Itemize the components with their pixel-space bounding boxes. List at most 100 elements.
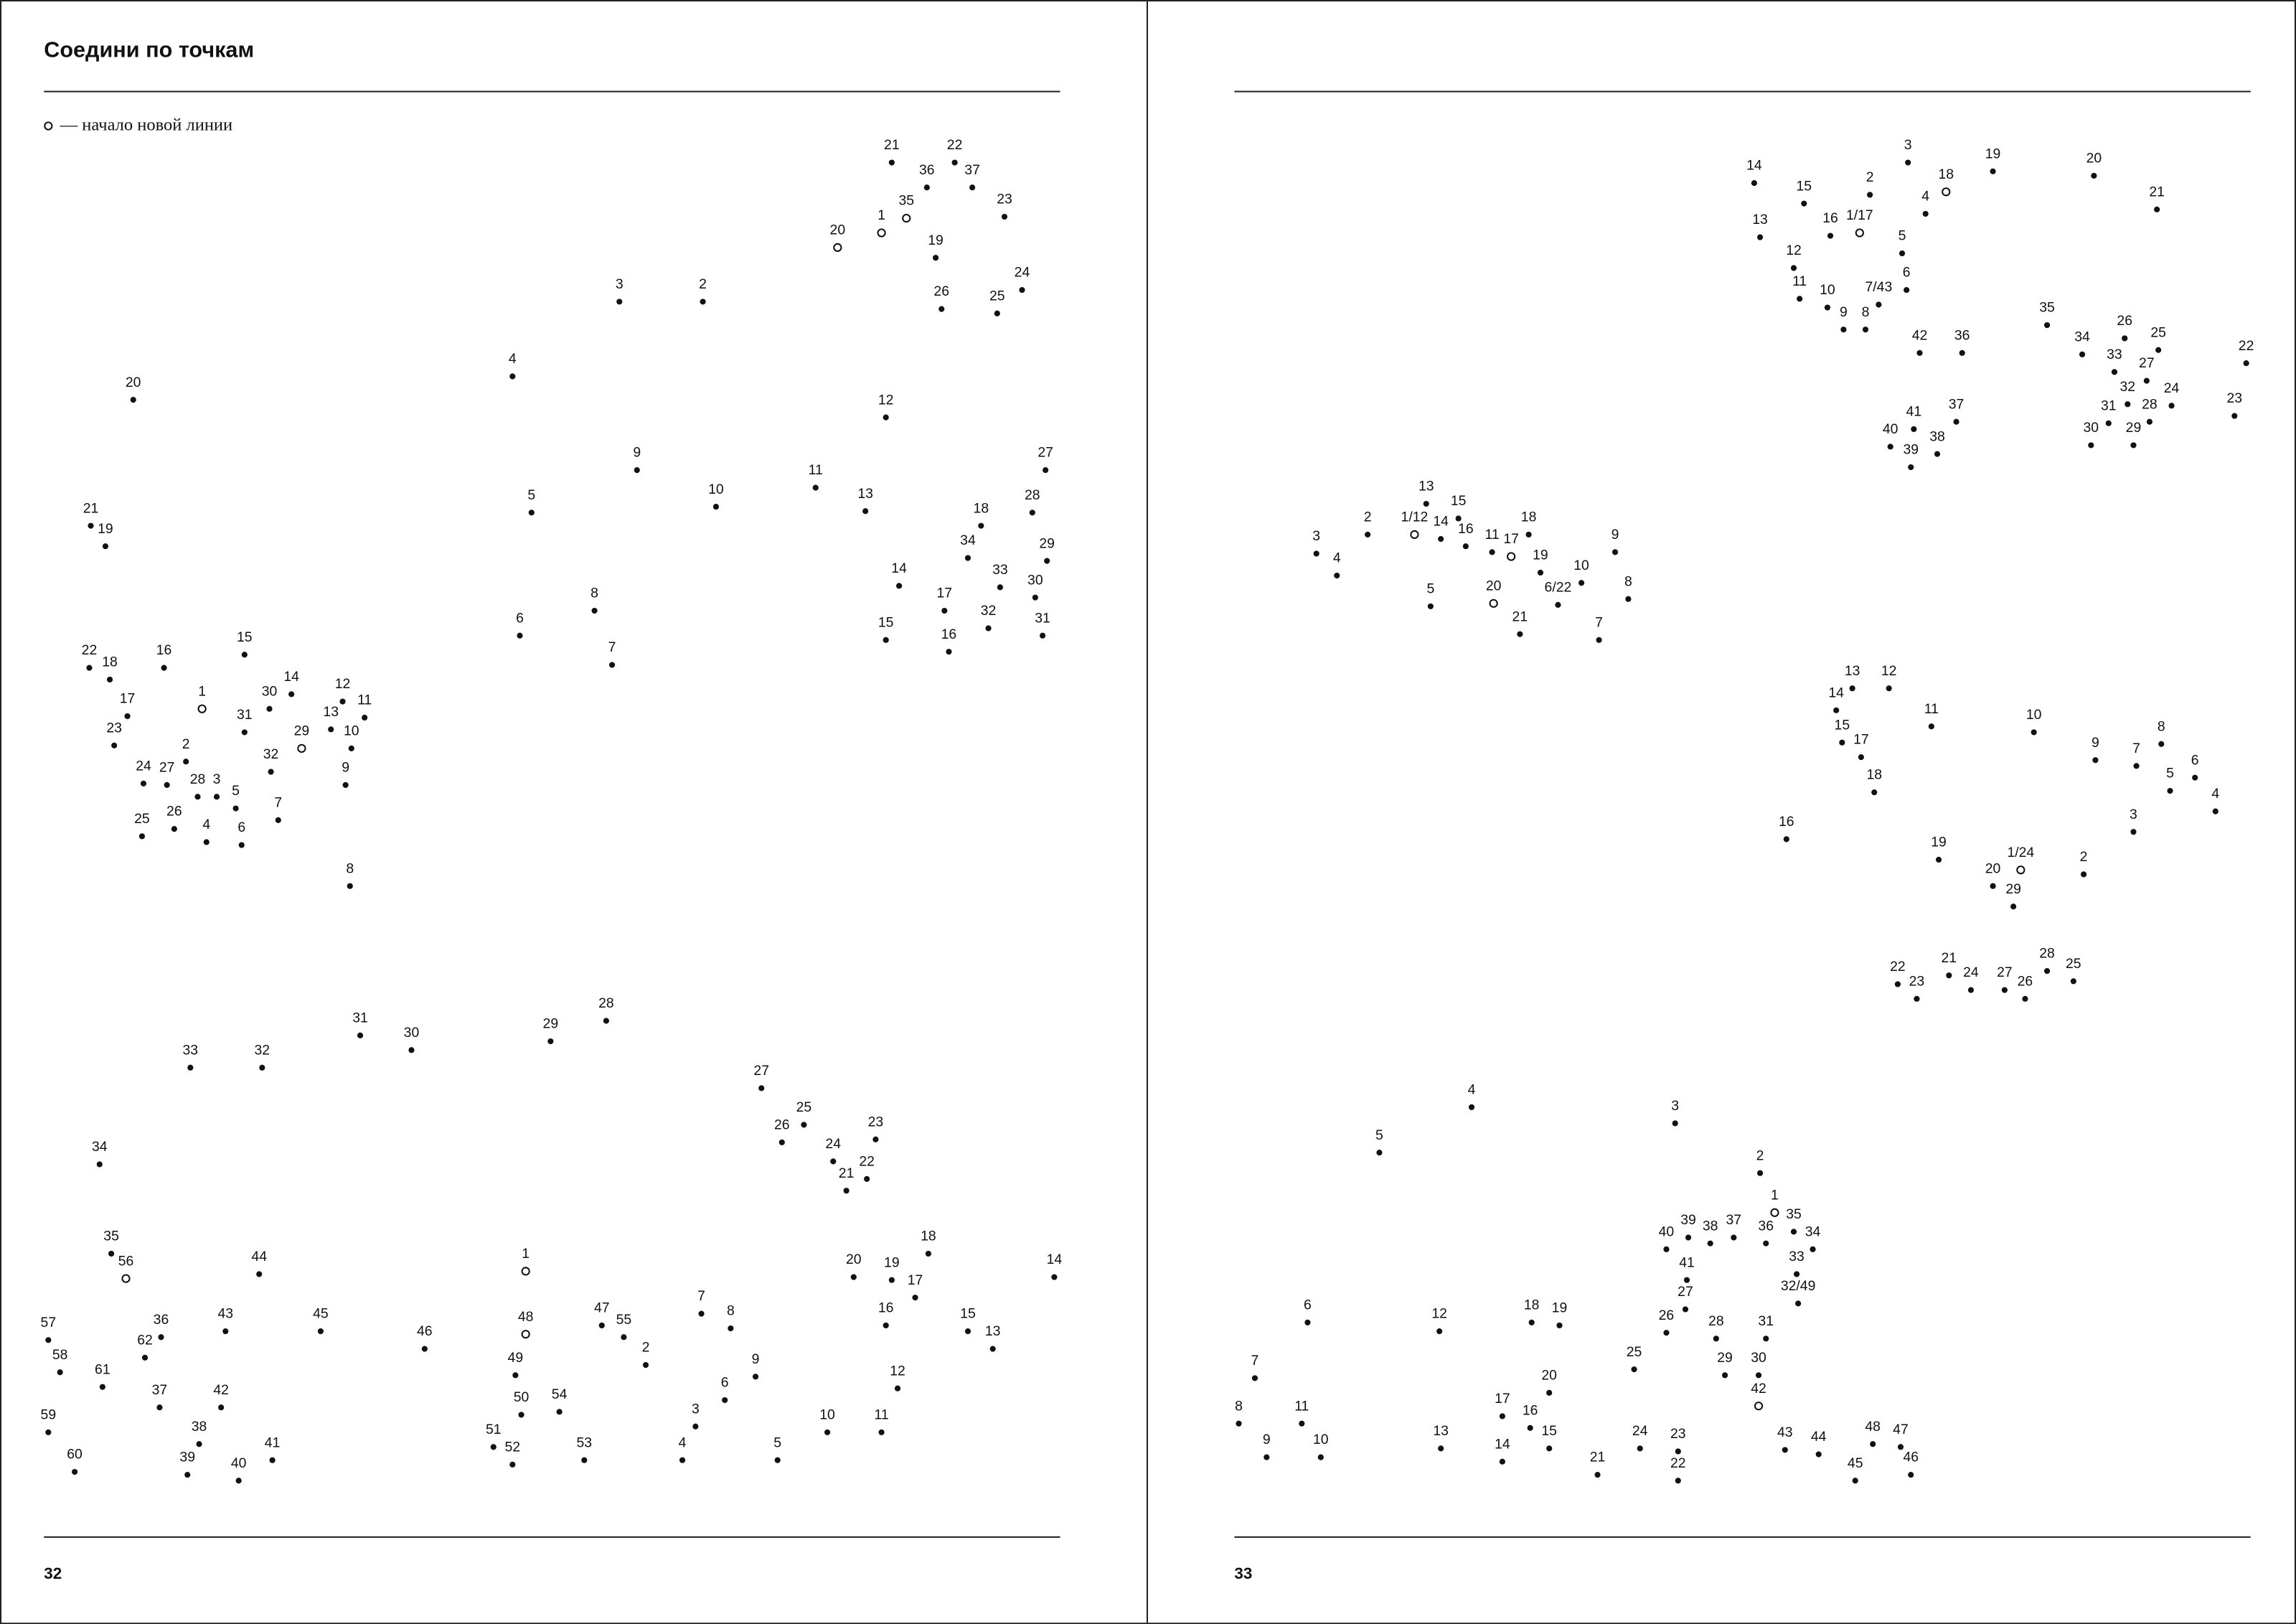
dot-icon [203,839,210,845]
dot-label: 34 [2074,329,2090,346]
dot-label: 23 [867,1114,884,1131]
dot-label: 12 [1881,663,1897,680]
dot-icon [1763,1336,1769,1342]
dot-icon [2167,787,2173,794]
dot-label: 4 [202,817,211,834]
dot-label: 1 [522,1246,530,1263]
dot-icon [679,1457,686,1463]
dot-label: 26 [2117,313,2133,330]
dot-icon [1871,789,1878,796]
dot-label: 29 [542,1016,559,1033]
dot-icon [86,665,93,671]
dot-icon [2081,871,2087,878]
dot-label: 56 [118,1253,134,1270]
dot-label: 33 [992,562,1008,579]
open-circle-icon [521,1330,530,1339]
dot-label: 9 [1611,527,1619,544]
dot-icon [184,1472,191,1478]
dot-label: 18 [921,1229,936,1245]
dot-label: 25 [796,1099,812,1117]
dot-icon [2091,172,2097,179]
dot-label: 12 [1431,1306,1447,1323]
dot-label: 32 [263,746,279,764]
dot-icon [2168,403,2175,409]
dot-icon [616,299,623,305]
dot-icon [843,1188,850,1194]
dot-icon [1594,1472,1601,1478]
dot-icon [712,504,720,510]
dot-icon [997,584,1003,591]
dot-label: 2 [641,1340,650,1356]
dot-label: 43 [1777,1424,1793,1442]
dot-icon [1612,549,1619,555]
dot-label: 4 [678,1435,687,1452]
dot-label: 21 [83,500,99,517]
dot-label: 24 [1014,265,1030,281]
dot-icon [946,649,952,655]
dot-icon [2092,757,2099,764]
dot-icon [266,705,273,712]
dot-icon [490,1444,497,1450]
dot-icon [1755,1372,1762,1379]
dot-label: 30 [403,1025,420,1042]
dot-icon [1001,213,1008,220]
dot-label: 3 [1671,1098,1680,1115]
dot-label: 24 [136,759,151,775]
dot-icon [2010,903,2017,910]
dot-icon [2043,321,2051,329]
dot-label: 62 [137,1333,153,1349]
dot-label: 20 [845,1252,862,1269]
dot-label: 18 [1523,1297,1540,1314]
dot-label: 24 [1963,964,1979,982]
dot-label: 4 [1467,1082,1476,1099]
dot-label: 11 [357,693,372,709]
dot-label: 10 [1313,1432,1329,1449]
open-circle-icon [1770,1208,1779,1217]
dot-label: 52 [504,1440,521,1456]
dot-label: 19 [1985,146,2001,163]
dot-icon [1731,1234,1737,1241]
dot-label: 37 [964,162,980,179]
dot-icon [158,1334,164,1341]
dot-icon [238,842,245,848]
dot-label: 38 [191,1419,207,1436]
dot-label: 20 [829,222,846,239]
dot-label: 2 [182,736,190,753]
dot-icon [801,1122,807,1128]
dot-label: 15 [237,629,253,647]
dot-label: 12 [334,676,351,693]
legend: — начало новой линии [44,114,232,136]
dot-icon [758,1085,765,1092]
dot-label: 24 [1632,1423,1648,1440]
dot-icon [1546,1389,1553,1396]
dot-icon [642,1361,649,1369]
dot-label: 1/24 [2007,845,2035,862]
dot-icon [171,826,177,832]
dot-icon [2146,418,2153,425]
dot-icon [268,769,274,775]
dot-label: 43 [217,1306,234,1323]
dot-label: 20 [1485,578,1502,595]
dot-label: 10 [2026,707,2042,724]
dot-label: 16 [1778,814,1794,831]
dot-label: 4 [1921,189,1930,205]
dot-label: 23 [1909,974,1925,990]
dot-label: 40 [230,1455,247,1473]
dot-label: 1 [878,207,885,225]
dot-icon [1953,418,1959,425]
dot-label: 22 [859,1154,875,1170]
dot-icon [1928,723,1934,730]
dot-label: 13 [984,1323,1001,1341]
dot-icon [1810,1246,1816,1252]
dot-label: 38 [1702,1218,1718,1235]
dot-icon [2155,347,2162,353]
dot-label: 7 [274,795,283,812]
open-circle-icon [902,213,911,223]
dot-label: 15 [1450,493,1467,510]
dot-label: 2 [1363,510,1372,526]
dot-icon [362,714,368,721]
open-circle-icon [121,1274,131,1283]
dot-icon [1029,510,1035,516]
dot-label: 3 [2130,807,2137,823]
dot-label: 16 [878,1300,894,1317]
